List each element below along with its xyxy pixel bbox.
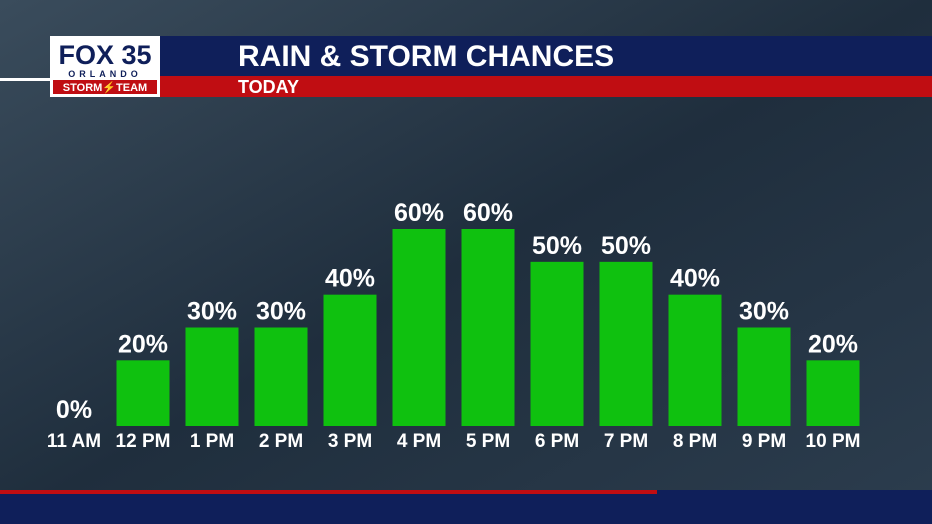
logo-team: STORM⚡TEAM (63, 81, 147, 94)
title-bar (160, 36, 932, 76)
value-label: 60% (394, 199, 444, 227)
x-tick-label: 5 PM (466, 431, 510, 452)
x-tick-label: 10 PM (806, 431, 861, 452)
chart-subtitle: TODAY (238, 77, 299, 97)
bottom-bar (0, 490, 932, 524)
bar (737, 327, 791, 426)
subtitle-bar (160, 76, 932, 97)
x-tick-label: 1 PM (190, 431, 234, 452)
value-label: 20% (118, 330, 168, 358)
value-label: 30% (739, 298, 789, 326)
value-label: 60% (463, 199, 513, 227)
bar (599, 261, 653, 426)
logo-brand: FOX 35 (58, 40, 151, 70)
header-rule (0, 78, 52, 81)
bar (392, 229, 446, 426)
bar (323, 294, 377, 426)
value-label: 20% (808, 330, 858, 358)
bar (116, 360, 170, 426)
x-tick-label: 6 PM (535, 431, 579, 452)
x-tick-label: 9 PM (742, 431, 786, 452)
bar (668, 294, 722, 426)
value-label: 0% (56, 396, 92, 424)
bar (254, 327, 308, 426)
value-label: 50% (601, 232, 651, 260)
logo-team-bar (53, 80, 157, 94)
x-tick-label: 11 AM (47, 431, 101, 452)
x-tick-label: 4 PM (397, 431, 441, 452)
bar (185, 327, 239, 426)
value-label: 40% (670, 265, 720, 293)
bottom-rule (0, 490, 657, 494)
x-tick-label: 12 PM (116, 431, 171, 452)
bar (806, 360, 860, 426)
value-label: 30% (187, 298, 237, 326)
x-tick-label: 8 PM (673, 431, 717, 452)
value-label: 40% (325, 265, 375, 293)
value-label: 30% (256, 298, 306, 326)
bar (530, 261, 584, 426)
x-tick-label: 7 PM (604, 431, 648, 452)
logo-city: ORLANDO (68, 69, 142, 79)
x-tick-label: 3 PM (328, 431, 372, 452)
x-tick-label: 2 PM (259, 431, 303, 452)
value-label: 50% (532, 232, 582, 260)
chart-title: RAIN & STORM CHANCES (238, 40, 614, 73)
bar (461, 229, 515, 426)
